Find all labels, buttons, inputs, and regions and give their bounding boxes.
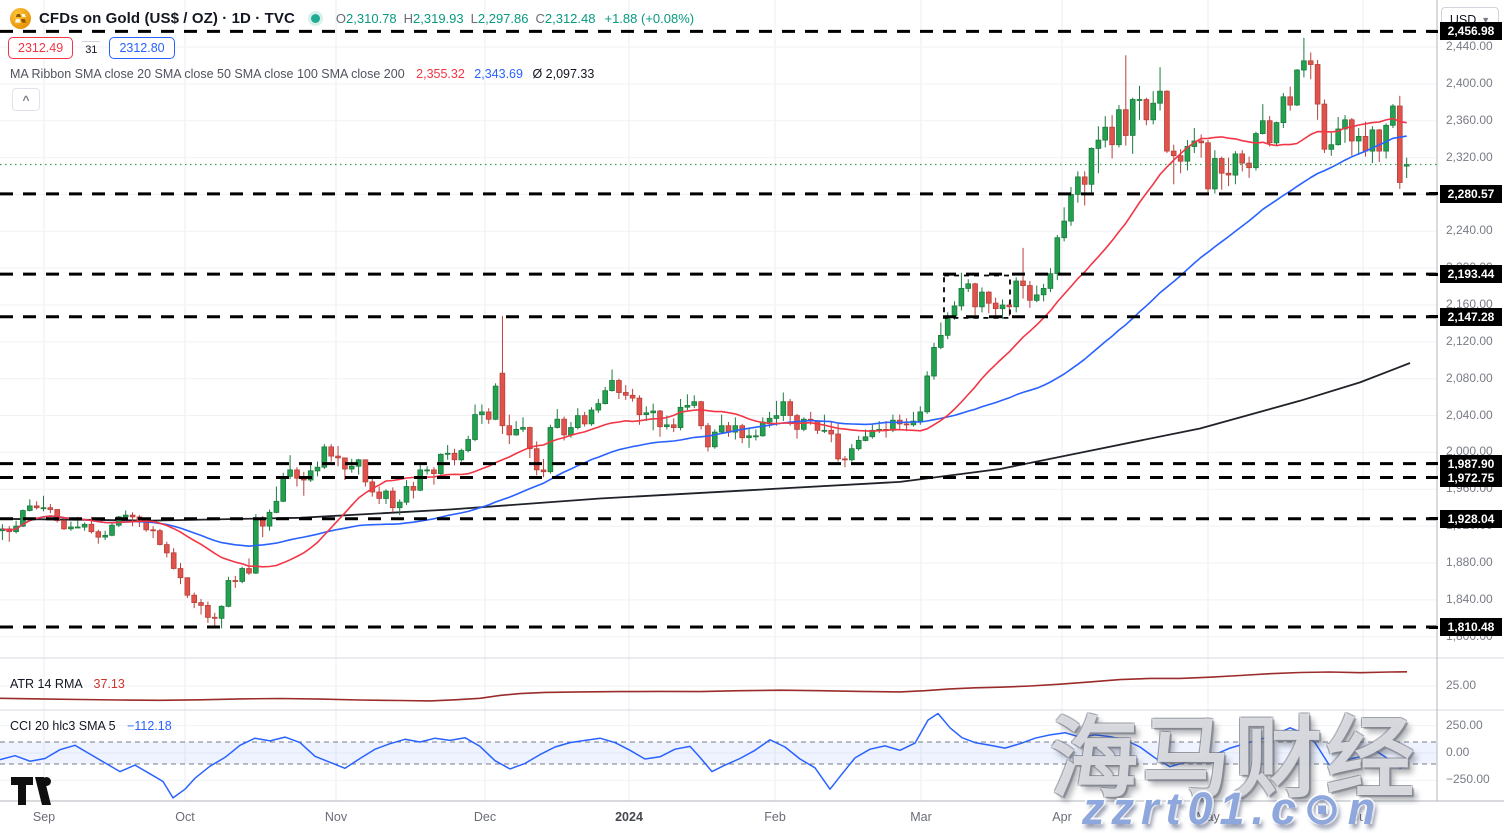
- spread-value: 31: [82, 40, 101, 56]
- price-tick-label: 2,400.00: [1446, 75, 1493, 90]
- tradingview-logo[interactable]: [10, 776, 52, 811]
- market-status-icon[interactable]: [310, 14, 320, 23]
- price-tick-label: 1,880.00: [1446, 554, 1493, 569]
- level-price-label: 2,280.57: [1440, 184, 1502, 203]
- price-tick-label: 2,240.00: [1446, 223, 1493, 238]
- level-line-tick: [1429, 462, 1438, 466]
- level-line-tick: [1429, 272, 1438, 276]
- level-price-label: 1,928.04: [1440, 509, 1502, 528]
- level-price-label: 2,193.44: [1440, 265, 1502, 284]
- ma-ribbon-label: MA Ribbon SMA close 20 SMA close 50 SMA …: [10, 67, 405, 81]
- ohlc-values: O2,310.78 H2,319.93 L2,297.86 C2,312.48 …: [335, 11, 695, 26]
- close-value: 2,312.48: [544, 11, 596, 26]
- gold-symbol-icon: [10, 8, 31, 29]
- time-axis-label: Mar: [910, 810, 932, 824]
- time-axis-label: Apr: [1052, 810, 1072, 824]
- level-price-label: 1,810.48: [1440, 618, 1502, 637]
- cci-tick-label: 0.00: [1446, 745, 1470, 759]
- cci-legend[interactable]: CCI 20 hlc3 SMA 5 −112.18: [10, 719, 172, 733]
- sma20-value: 2,355.32: [416, 67, 465, 81]
- time-axis-label: Sep: [32, 810, 56, 824]
- price-tick-label: 2,320.00: [1446, 149, 1493, 164]
- open-value: 2,310.78: [346, 11, 397, 26]
- price-tick-label: 2,160.00: [1446, 296, 1493, 311]
- level-line-tick: [1429, 625, 1438, 629]
- collapse-legend-button[interactable]: ^: [12, 88, 40, 111]
- sell-button[interactable]: 2312.49: [8, 37, 74, 59]
- atr-label: ATR 14 RMA: [10, 677, 83, 691]
- cci-tick-label: 250.00: [1446, 717, 1483, 732]
- time-axis-label: Oct: [175, 810, 195, 824]
- atr-legend[interactable]: ATR 14 RMA 37.13: [10, 677, 125, 691]
- high-value: 2,319.93: [413, 11, 464, 26]
- chevron-down-icon: ▼: [1481, 14, 1491, 25]
- time-axis-label: Nov: [324, 810, 348, 824]
- level-line-tick: [1429, 29, 1438, 33]
- atr-tick-label: 25.00: [1446, 678, 1477, 692]
- price-tick-label: 2,040.00: [1446, 407, 1493, 422]
- chevron-up-icon: ^: [22, 92, 30, 107]
- level-line-tick: [1429, 517, 1438, 521]
- bid-ask-widget: 2312.49 31 2312.80: [8, 37, 175, 59]
- price-tick-label: 2,080.00: [1446, 370, 1493, 385]
- price-tick-label: 2,120.00: [1446, 333, 1493, 348]
- price-tick-label: 2,440.00: [1446, 39, 1493, 53]
- symbol-title[interactable]: CFDs on Gold (US$ / OZ) · 1D · TVC: [39, 10, 295, 27]
- symbol-header: CFDs on Gold (US$ / OZ) · 1D · TVC O2,31…: [10, 8, 694, 29]
- level-price-label: 1,972.75: [1440, 468, 1502, 487]
- ma-ribbon-legend[interactable]: MA Ribbon SMA close 20 SMA close 50 SMA …: [10, 67, 594, 81]
- time-axis-label: Feb: [764, 810, 786, 824]
- time-axis-label: 2024: [615, 810, 643, 824]
- time-axis-label: May: [1196, 810, 1220, 824]
- low-value: 2,297.86: [477, 11, 529, 26]
- level-line-tick: [1429, 476, 1438, 480]
- level-line-tick: [1429, 192, 1438, 196]
- cci-label: CCI 20 hlc3 SMA 5: [10, 719, 116, 733]
- cci-tick-label: −250.00: [1446, 772, 1490, 787]
- time-axis-label: Jun: [1352, 810, 1374, 824]
- level-price-label: 2,147.28: [1440, 307, 1502, 326]
- price-tick-label: 1,840.00: [1446, 591, 1493, 606]
- cci-value: −112.18: [127, 719, 172, 733]
- level-price-label: 1,987.90: [1440, 454, 1502, 473]
- atr-value: 37.13: [93, 677, 125, 691]
- time-axis-label: Dec: [473, 810, 497, 824]
- level-line-tick: [1429, 315, 1438, 319]
- price-tick-label: 2,360.00: [1446, 112, 1493, 127]
- level-price-label: 2,456.98: [1440, 22, 1502, 41]
- buy-button[interactable]: 2312.80: [109, 37, 175, 59]
- sma-average-value: Ø 2,097.33: [532, 67, 595, 81]
- sma50-value: 2,343.69: [474, 67, 523, 81]
- change-value: +1.88 (+0.08%): [604, 11, 695, 26]
